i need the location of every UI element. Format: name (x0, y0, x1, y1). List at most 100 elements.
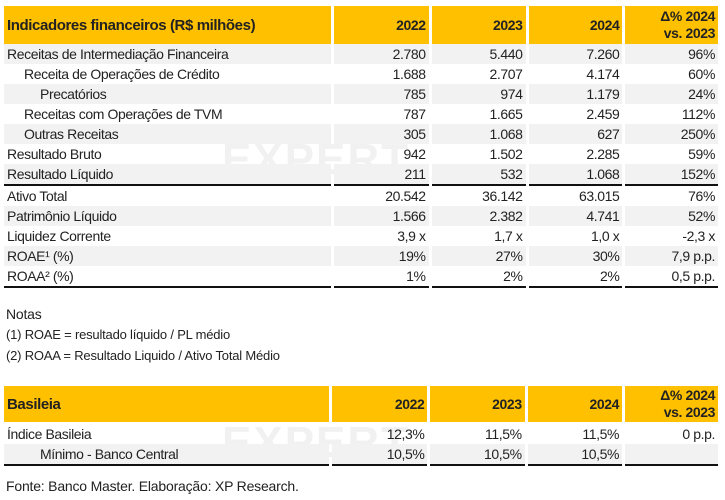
cell-value: 11,5% (485, 426, 522, 442)
cell-value: 10,5% (430, 444, 525, 466)
cell-value: 627 (528, 124, 623, 144)
table-row: Ativo Total 20.542 36.142 63.015 76% (4, 186, 718, 206)
cell-value: 4.741 (528, 206, 623, 226)
basel-table: Basileia 2022 2023 2024 Δ% 2024 vs. 2023 … (1, 386, 721, 466)
row-label: Receitas com Operações de TVM (24, 106, 223, 122)
note-2: (2) ROAA = Resultado Liquido / Ativo Tot… (6, 348, 280, 363)
table-row: Receita de Operações de Crédito 1.688 2.70… (4, 64, 718, 84)
cell-value: 152% (625, 164, 718, 186)
table-row: Receitas com Operações de TVM 787 1.665 2.4… (4, 104, 718, 124)
cell-value: 1,7 x (494, 228, 523, 244)
cell-value: 532 (431, 164, 526, 186)
cell-value: 1.179 (528, 84, 623, 104)
cell-value: 1.068 (528, 164, 623, 186)
table-row: Patrimônio Líquido 1.566 2.382 4.741 52% (4, 206, 718, 226)
source-text: Fonte: Banco Master. Elaboração: XP Rese… (6, 478, 299, 494)
cell-value: 12,3% (386, 426, 425, 442)
cell-value: 63.015 (578, 188, 620, 204)
notes: Notas (1) ROAE = resultado líquido / PL … (6, 306, 280, 363)
header-delta: Δ% 2024 vs. 2023 (625, 6, 718, 44)
table-row: Outras Receitas 305 1.068 627 250% (4, 124, 718, 144)
cell-value: -2,3 x (682, 228, 715, 244)
header-delta: Δ% 2024 vs. 2023 (625, 386, 718, 422)
header-label: Indicadores financeiros (R$ milhões) (4, 6, 331, 44)
table-row: Resultado Líquido 211 532 1.068 152% (4, 164, 718, 186)
cell-value: 7.260 (528, 44, 623, 64)
header-2022: 2022 (332, 386, 428, 422)
row-label: Resultado Líquido (4, 164, 331, 186)
cell-value: 20.542 (385, 188, 426, 204)
table-row: ROAA² (%) 1% 2% 2% 0,5 p.p. (4, 266, 718, 288)
row-label: ROAE¹ (%) (4, 246, 331, 266)
cell-value: 2.459 (586, 106, 620, 122)
table-row: Liquidez Corrente 3,9 x 1,7 x 1,0 x -2,3 x (4, 226, 718, 246)
cell-value: 2% (528, 266, 623, 288)
cell-value: 96% (625, 44, 718, 64)
cell-value: 60% (688, 66, 715, 82)
row-label: ROAA² (%) (4, 266, 331, 288)
cell-value: 1.068 (431, 124, 526, 144)
cell-value: 4.174 (586, 66, 620, 82)
cell-value: 3,9 x (397, 228, 426, 244)
note-1: (1) ROAE = resultado líquido / PL médio (6, 327, 231, 342)
row-label: Precatórios (4, 84, 331, 104)
cell-value: 1.566 (333, 206, 429, 226)
cell-value: 24% (625, 84, 718, 104)
cell-value: 36.142 (482, 188, 523, 204)
cell-value: 27% (431, 246, 526, 266)
cell-value: 10,5% (527, 444, 623, 466)
cell-value: 30% (528, 246, 623, 266)
cell-value: 0 p.p. (682, 426, 715, 442)
header-delta-line1: Δ% 2024 (660, 8, 715, 24)
table-row: Resultado Bruto 942 1.502 2.285 59% (4, 144, 718, 164)
row-label: Liquidez Corrente (7, 228, 111, 244)
header-2024: 2024 (527, 386, 623, 422)
cell-value: 250% (625, 124, 718, 144)
row-label: Ativo Total (7, 188, 67, 204)
table-row: Receitas de Intermediação Financeira 2.78… (4, 44, 718, 64)
header-delta-line2: vs. 2023 (663, 404, 716, 420)
cell-value: 2% (431, 266, 526, 288)
table-row: Precatórios 785 974 1.179 24% (4, 84, 718, 104)
cell-value: 942 (403, 146, 426, 162)
cell-value: 10,5% (332, 444, 428, 466)
cell-value: 19% (333, 246, 429, 266)
row-label: Receitas de Intermediação Financeira (4, 44, 331, 64)
cell-value: 1% (333, 266, 429, 288)
table-row: Índice Basileia 12,3% 11,5% 11,5% 0 p.p. (4, 422, 718, 444)
cell-value: 787 (403, 106, 426, 122)
header-delta-line2: vs. 2023 (663, 25, 716, 41)
cell-value: 7,9 p.p. (625, 246, 718, 266)
cell-value: 2.780 (333, 44, 429, 64)
cell-value: 1,0 x (591, 228, 620, 244)
cell-value: 785 (333, 84, 429, 104)
cell-value: 5.440 (431, 44, 526, 64)
header-label: Basileia (4, 386, 330, 422)
header-delta-line1: Δ% 2024 (660, 387, 715, 403)
cell-value: 305 (333, 124, 429, 144)
cell-value: 59% (688, 146, 715, 162)
cell-value: 0,5 p.p. (625, 266, 718, 288)
table-row: Mínimo - Banco Central 10,5% 10,5% 10,5% (4, 444, 718, 466)
cell-value: 1.688 (392, 66, 426, 82)
header-2024: 2024 (528, 6, 623, 44)
cell-value: 2.285 (586, 146, 620, 162)
row-label: Outras Receitas (4, 124, 331, 144)
row-label: Mínimo - Banco Central (4, 444, 330, 466)
notes-title: Notas (6, 306, 42, 322)
row-label: Receita de Operações de Crédito (24, 66, 220, 82)
cell-value (625, 444, 718, 466)
cell-value: 974 (431, 84, 526, 104)
header-2022: 2022 (333, 6, 429, 44)
cell-value: 2.382 (431, 206, 526, 226)
cell-value: 1.502 (489, 146, 523, 162)
cell-value: 11,5% (582, 426, 620, 442)
cell-value: 211 (333, 164, 429, 186)
row-label: Resultado Bruto (7, 146, 102, 162)
table-row: ROAE¹ (%) 19% 27% 30% 7,9 p.p. (4, 246, 718, 266)
row-label: Índice Basileia (7, 426, 92, 442)
cell-value: 1.665 (489, 106, 523, 122)
cell-value: 112% (681, 106, 716, 122)
cell-value: 76% (688, 188, 715, 204)
cell-value: 2.707 (489, 66, 523, 82)
